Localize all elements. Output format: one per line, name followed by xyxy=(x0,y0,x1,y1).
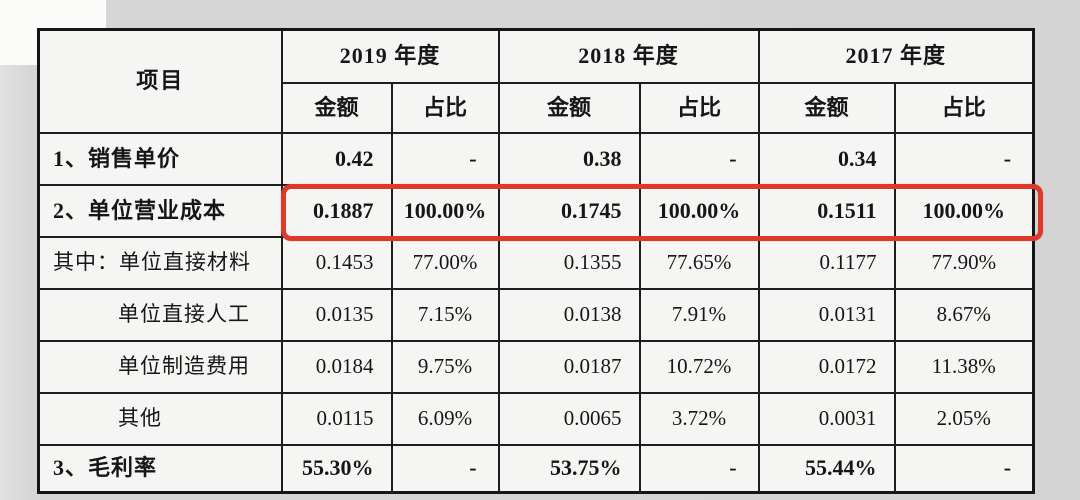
cell-ratio-2019: 7.15% xyxy=(390,287,500,342)
cell-ratio-2017: - xyxy=(893,131,1035,186)
cell-amount-2018: 0.1745 xyxy=(497,183,641,238)
cell-ratio-2018: - xyxy=(638,443,760,494)
table-row-unit-operating-cost: 2、单位营业成本 0.1887 100.00% 0.1745 100.00% 0… xyxy=(37,183,1035,238)
cell-amount-2018: 0.38 xyxy=(497,131,641,186)
cell-ratio-2019: - xyxy=(390,443,500,494)
cell-ratio-2018: 3.72% xyxy=(638,391,760,446)
cell-amount-2018: 0.1355 xyxy=(497,235,641,290)
column-header-year-2019: 2019 年度 xyxy=(280,28,500,84)
cell-amount-2017: 0.0031 xyxy=(757,391,896,446)
row-label: 单位制造费用 xyxy=(37,339,283,394)
row-label: 3、毛利率 xyxy=(37,443,283,494)
row-label: 单位直接人工 xyxy=(37,287,283,342)
row-label: 2、单位营业成本 xyxy=(37,183,283,238)
cell-ratio-2019: 100.00% xyxy=(390,183,500,238)
cell-ratio-2018: 77.65% xyxy=(638,235,760,290)
unit-cost-table: 项目 2019 年度 2018 年度 2017 年度 金额 占比 金额 占比 金… xyxy=(37,28,1036,494)
cell-amount-2019: 0.1887 xyxy=(280,183,393,238)
cell-ratio-2018: 10.72% xyxy=(638,339,760,394)
column-header-year-2017: 2017 年度 xyxy=(757,28,1035,84)
row-label: 其他 xyxy=(37,391,283,446)
table-row-unit-manufacturing-overhead: 单位制造费用 0.0184 9.75% 0.0187 10.72% 0.0172… xyxy=(37,339,1035,394)
cell-amount-2019: 55.30% xyxy=(280,443,393,494)
cell-ratio-2017: 100.00% xyxy=(893,183,1035,238)
cell-ratio-2017: 2.05% xyxy=(893,391,1035,446)
cell-ratio-2017: 8.67% xyxy=(893,287,1035,342)
column-header-amount-2019: 金额 xyxy=(280,81,393,134)
row-label: 其中：单位直接材料 xyxy=(37,235,283,290)
table-row-sales-unit-price: 1、销售单价 0.42 - 0.38 - 0.34 - xyxy=(37,131,1035,186)
cell-amount-2017: 0.34 xyxy=(757,131,896,186)
cell-ratio-2019: 6.09% xyxy=(390,391,500,446)
cell-amount-2017: 0.0131 xyxy=(757,287,896,342)
column-header-ratio-2017: 占比 xyxy=(893,81,1035,134)
cell-ratio-2018: 100.00% xyxy=(638,183,760,238)
cell-amount-2019: 0.0115 xyxy=(280,391,393,446)
cell-amount-2017: 0.1511 xyxy=(757,183,896,238)
cell-ratio-2018: - xyxy=(638,131,760,186)
column-header-ratio-2018: 占比 xyxy=(638,81,760,134)
cell-amount-2019: 0.0135 xyxy=(280,287,393,342)
table-row-other: 其他 0.0115 6.09% 0.0065 3.72% 0.0031 2.05… xyxy=(37,391,1035,446)
cell-amount-2017: 55.44% xyxy=(757,443,896,494)
cell-ratio-2017: 11.38% xyxy=(893,339,1035,394)
column-header-amount-2018: 金额 xyxy=(497,81,641,134)
column-header-amount-2017: 金额 xyxy=(757,81,896,134)
cell-amount-2018: 53.75% xyxy=(497,443,641,494)
cell-ratio-2018: 7.91% xyxy=(638,287,760,342)
cell-ratio-2019: 9.75% xyxy=(390,339,500,394)
column-header-year-2018: 2018 年度 xyxy=(497,28,760,84)
cell-amount-2018: 0.0187 xyxy=(497,339,641,394)
cell-amount-2019: 0.1453 xyxy=(280,235,393,290)
cell-amount-2017: 0.1177 xyxy=(757,235,896,290)
cell-amount-2018: 0.0065 xyxy=(497,391,641,446)
cell-amount-2019: 0.42 xyxy=(280,131,393,186)
table-row-unit-direct-labor: 单位直接人工 0.0135 7.15% 0.0138 7.91% 0.0131 … xyxy=(37,287,1035,342)
cell-ratio-2017: 77.90% xyxy=(893,235,1035,290)
column-header-item: 项目 xyxy=(37,28,283,134)
cell-ratio-2019: 77.00% xyxy=(390,235,500,290)
table-row-gross-margin: 3、毛利率 55.30% - 53.75% - 55.44% - xyxy=(37,443,1035,494)
cell-amount-2018: 0.0138 xyxy=(497,287,641,342)
column-header-ratio-2019: 占比 xyxy=(390,81,500,134)
cell-amount-2019: 0.0184 xyxy=(280,339,393,394)
cell-amount-2017: 0.0172 xyxy=(757,339,896,394)
cell-ratio-2019: - xyxy=(390,131,500,186)
row-label: 1、销售单价 xyxy=(37,131,283,186)
table-row-unit-direct-material: 其中：单位直接材料 0.1453 77.00% 0.1355 77.65% 0.… xyxy=(37,235,1035,290)
cell-ratio-2017: - xyxy=(893,443,1035,494)
